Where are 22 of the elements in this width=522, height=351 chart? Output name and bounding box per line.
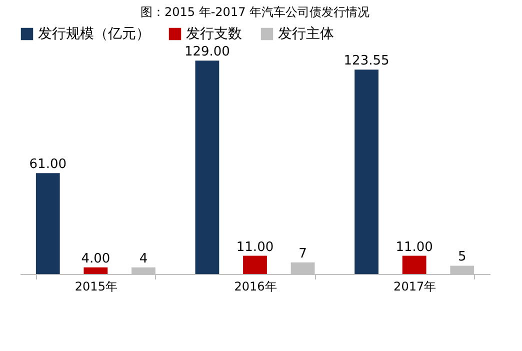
data-label: 5 [458,250,466,265]
bar [84,267,108,274]
bar [354,70,378,274]
data-label: 61.00 [29,157,66,172]
data-label: 11.00 [236,240,274,255]
bar [36,173,60,274]
legend-label: 发行主体 [278,26,334,42]
chart-title: 图：2015 年-2017 年汽车公司债发行情况 [140,5,370,19]
bar [195,60,220,274]
data-label: 123.55 [344,54,390,69]
legend-label: 发行支数 [186,26,242,42]
data-label: 4 [139,251,148,266]
data-label: 7 [298,246,307,262]
x-tick-label: 2016年 [234,280,277,294]
bar [402,256,426,274]
x-tick-label: 2015年 [74,280,118,294]
x-tick-label: 2017年 [394,280,436,294]
data-label: 11.00 [396,240,433,255]
legend-label: 发行规模（亿元） [38,26,150,42]
data-label: 129.00 [184,44,230,60]
data-label: 4.00 [81,251,110,266]
bar [243,256,267,274]
